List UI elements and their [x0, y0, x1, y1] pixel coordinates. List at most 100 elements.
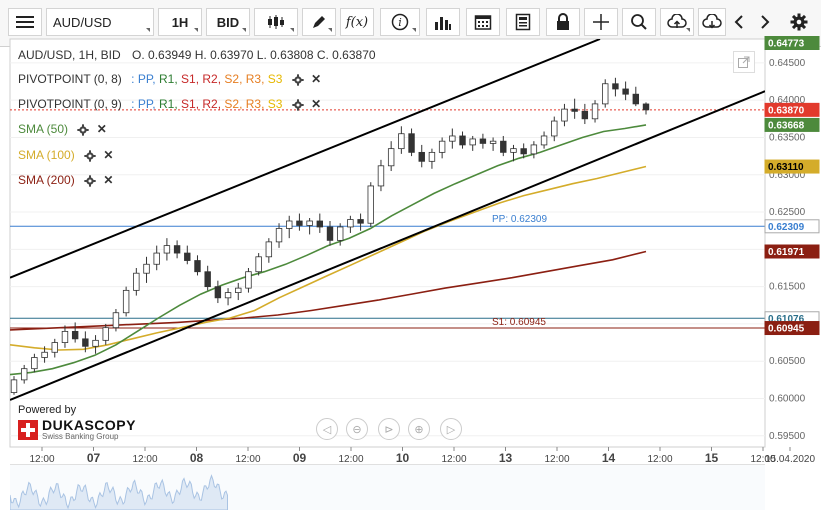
candle — [540, 135, 548, 146]
navigator[interactable] — [9, 464, 765, 511]
price-tag — [764, 219, 820, 234]
nav-right-button[interactable]: ▷ — [440, 418, 462, 440]
candle — [275, 228, 283, 243]
y-tick-label: 0.60500 — [769, 356, 806, 367]
indicators-button[interactable]: f(x) — [340, 8, 374, 36]
price-side-select[interactable]: BID — [206, 8, 250, 36]
candles-icon — [268, 15, 284, 29]
candle — [133, 272, 140, 291]
close-icon[interactable]: ✕ — [103, 148, 114, 162]
branding: Powered by DUKASCOPY Swiss Banking Group — [18, 404, 136, 441]
x-tick-label: 08 — [190, 451, 204, 465]
legend-sma200: SMA (200) ✕ — [18, 173, 113, 187]
candle — [296, 220, 303, 226]
pp-label: PP: 0.62309 — [492, 214, 548, 225]
pivot2-s2: S2, — [224, 97, 243, 111]
pivot2-s3: S3 — [267, 97, 283, 111]
candle — [122, 289, 130, 314]
pivot1-s1: S1, — [181, 72, 200, 86]
symbol-label: AUD/USD — [53, 14, 112, 30]
gear-icon[interactable] — [292, 74, 304, 86]
candle — [316, 220, 324, 228]
x-tick-label: 07 — [87, 451, 101, 465]
candle — [204, 271, 211, 288]
nav-left-button[interactable]: ◁ — [316, 418, 338, 440]
zoom-out-icon: ⊖ — [352, 423, 362, 436]
zoom-out-button[interactable]: ⊖ — [346, 418, 368, 440]
candle — [571, 108, 578, 112]
volume-button[interactable] — [426, 8, 460, 36]
candle — [184, 252, 191, 261]
gear-icon[interactable] — [77, 124, 90, 136]
candle — [581, 110, 589, 120]
upload-button[interactable] — [660, 8, 694, 36]
x-tick-label: 12:00 — [29, 454, 54, 465]
y-tick-label: 0.60000 — [769, 394, 806, 405]
candle — [326, 226, 334, 241]
news-button[interactable] — [506, 8, 540, 36]
zoom-in-button[interactable]: ⊕ — [408, 418, 430, 440]
gear-icon[interactable] — [292, 99, 304, 111]
gear-icon[interactable] — [84, 150, 96, 162]
scroll-left-button[interactable] — [728, 8, 750, 36]
x-tick-label: 12:00 — [132, 454, 157, 465]
svg-text:i: i — [398, 16, 402, 29]
candle — [428, 151, 436, 162]
candle — [224, 292, 232, 299]
y-tick-label: 0.64000 — [769, 95, 806, 106]
price-tag — [764, 244, 820, 259]
candle — [255, 256, 262, 273]
sma200-label: SMA (200) — [18, 173, 75, 187]
zoom-icon — [631, 14, 647, 30]
calendar-button[interactable] — [466, 8, 500, 36]
menu-button[interactable] — [8, 8, 42, 36]
pivot1-r2: R2, — [202, 72, 222, 86]
candle — [143, 263, 150, 274]
zoom-button[interactable] — [622, 8, 656, 36]
popout-button[interactable] — [733, 51, 755, 73]
y-tick-label: 0.64500 — [769, 58, 806, 69]
chevron-right-icon — [761, 15, 770, 29]
calendar-icon — [474, 15, 492, 30]
candle — [438, 140, 446, 153]
candle — [163, 245, 171, 254]
candle — [245, 271, 252, 289]
lock-button[interactable] — [546, 8, 580, 36]
candle — [20, 368, 28, 381]
candle — [367, 185, 374, 224]
close-icon[interactable]: ✕ — [96, 122, 107, 136]
gear-icon[interactable] — [84, 175, 96, 187]
symbol-select[interactable]: AUD/USD — [46, 8, 154, 36]
x-tick-label: 12:00 — [647, 454, 672, 465]
candle — [551, 120, 558, 137]
powered-by: Powered by — [18, 404, 77, 416]
close-icon[interactable]: ✕ — [103, 173, 114, 187]
candle — [51, 342, 58, 353]
navigator-chart — [9, 474, 228, 511]
lock-icon — [557, 13, 569, 30]
price-tag — [764, 36, 820, 50]
info-button[interactable]: i — [380, 8, 420, 36]
scroll-right-button[interactable] — [754, 8, 776, 36]
close-icon[interactable]: ✕ — [311, 97, 322, 111]
reset-button[interactable]: ⊳ — [378, 418, 400, 440]
price-tag-label: 0.63870 — [768, 105, 805, 116]
chart-type-button[interactable] — [254, 8, 298, 36]
legend-sma100: SMA (100) ✕ — [18, 148, 113, 162]
draw-tool-button[interactable] — [302, 8, 336, 36]
x-tick-label: 12:00 — [544, 454, 569, 465]
candles — [10, 77, 650, 395]
crosshair-button[interactable] — [584, 8, 618, 36]
candle — [398, 133, 405, 150]
timeframe-select[interactable]: 1H — [158, 8, 202, 36]
download-button[interactable] — [698, 8, 726, 36]
x-tick-label: 12:00 — [338, 454, 363, 465]
candle — [357, 219, 364, 224]
s1-label: S1: 0.60945 — [492, 317, 546, 328]
sma100-line — [10, 165, 647, 351]
timeframe-label: 1H — [171, 14, 189, 30]
close-icon[interactable]: ✕ — [311, 72, 322, 86]
legend-header: AUD/USD, 1H, BID — [18, 48, 121, 62]
settings-button[interactable] — [786, 8, 812, 36]
